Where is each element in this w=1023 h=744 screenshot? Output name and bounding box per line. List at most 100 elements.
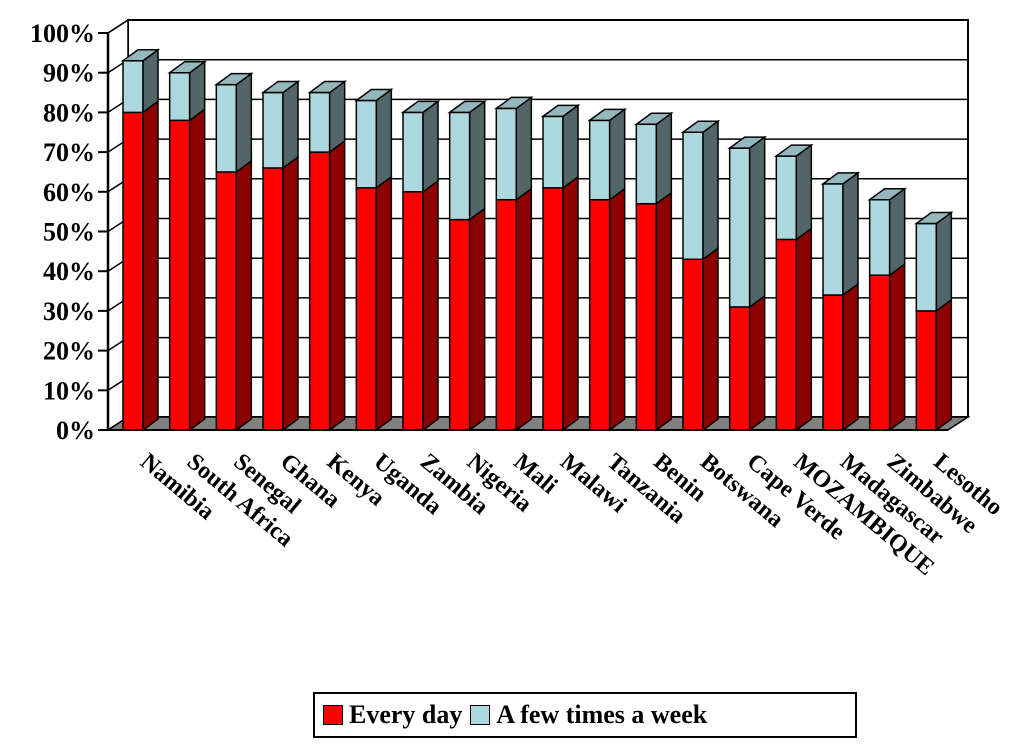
bar-kenya-a-few-times-a-week-front (308, 91, 331, 153)
y-tick-label: 20% (43, 337, 95, 366)
bar-south-africa-top (167, 60, 207, 74)
bar-malawi-every-day-side (562, 175, 579, 432)
bar-uganda-top (354, 88, 394, 102)
bar-malawi-top (540, 104, 581, 118)
bar-mali-every-day-front (495, 198, 518, 431)
bar-mozambique-a-few-times-a-week-front (775, 155, 798, 241)
bar-zimbabwe-every-day-side (888, 262, 906, 432)
bar-kenya-top (307, 80, 347, 94)
bar-uganda-a-few-times-a-week (355, 88, 393, 190)
y-tick-label: 10% (43, 376, 95, 405)
bar-botswana-every-day-front (682, 258, 704, 431)
bar-benin-a-few-times-a-week-front (635, 123, 658, 205)
bar-ghana-top (260, 80, 301, 94)
bar-zimbabwe-every-day-front (868, 274, 891, 431)
bar-nigeria-a-few-times-a-week (448, 99, 486, 222)
bar-madagascar-a-few-times-a-week-side (842, 171, 859, 297)
bar-mali-top (494, 96, 534, 110)
bar-madagascar-every-day (822, 282, 859, 432)
bar-uganda-a-few-times-a-week-front (355, 99, 378, 189)
bar-uganda-a-few-times-a-week-side (375, 88, 393, 190)
bar-botswana-a-few-times-a-week-side (702, 119, 719, 261)
bar-mali-every-day-side (515, 187, 533, 432)
y-tick-label: 60% (43, 178, 95, 207)
bar-senegal-every-day-side (235, 159, 253, 432)
gridline-side (107, 19, 129, 34)
bar-lesotho-every-day-front (915, 310, 938, 431)
bar-senegal-a-few-times-a-week (215, 72, 253, 174)
bar-mali-a-few-times-a-week-front (495, 107, 518, 201)
bar-ghana-a-few-times-a-week-front (262, 91, 284, 169)
bar-zambia-every-day-side (422, 179, 439, 432)
bar-tanzania-top (587, 108, 627, 122)
bar-nigeria-a-few-times-a-week-front (448, 111, 471, 221)
bar-ghana-every-day (262, 155, 299, 432)
bar-madagascar-every-day-front (822, 294, 844, 431)
bar-benin-every-day-side (655, 191, 673, 432)
bar-zimbabwe-a-few-times-a-week (868, 187, 906, 277)
y-tick-label: 90% (43, 59, 95, 88)
legend-label-few-times: A few times a week (496, 700, 708, 729)
bar-nigeria-every-day-side (468, 207, 486, 432)
bar-zambia-a-few-times-a-week-front (402, 111, 424, 193)
bar-nigeria-every-day (448, 207, 486, 432)
bar-benin-every-day-front (635, 202, 658, 431)
bar-south-africa-every-day-front (168, 119, 191, 431)
bar-zimbabwe-a-few-times-a-week-front (868, 198, 891, 276)
bar-malawi-a-few-times-a-week-side (562, 103, 579, 190)
bar-zambia-a-few-times-a-week (402, 99, 439, 194)
bar-botswana-every-day-side (702, 246, 719, 432)
legend-item-every-day: Every day (323, 700, 462, 730)
bar-south-africa-every-day (168, 107, 206, 432)
bar-tanzania-every-day-side (608, 187, 626, 432)
bar-cape-verde-every-day-side (748, 294, 766, 432)
bar-madagascar-top (820, 172, 861, 185)
bar-botswana-a-few-times-a-week (682, 119, 719, 261)
bar-ghana-every-day-front (262, 167, 284, 431)
bar-mozambique-a-few-times-a-week-side (795, 143, 813, 241)
bar-south-africa-a-few-times-a-week-front (168, 71, 191, 122)
bar-senegal-top (214, 72, 254, 86)
bar-malawi-every-day (542, 175, 579, 432)
bar-senegal-a-few-times-a-week-side (235, 72, 253, 174)
y-tick-label: 50% (43, 218, 95, 247)
bar-ghana-a-few-times-a-week-side (282, 80, 299, 170)
bar-cape-verde-every-day (728, 294, 766, 432)
bar-botswana-a-few-times-a-week-front (682, 131, 704, 261)
bar-lesotho-a-few-times-a-week-side (935, 211, 953, 313)
bar-madagascar-a-few-times-a-week-front (822, 183, 844, 296)
bar-zimbabwe-top (867, 187, 907, 201)
bar-mozambique-every-day (775, 226, 813, 432)
bar-nigeria-a-few-times-a-week-side (468, 99, 486, 222)
y-tick-label: 100% (30, 19, 95, 48)
y-tick-label: 0% (56, 416, 95, 445)
bar-namibia-every-day-side (142, 99, 159, 432)
bar-ghana-a-few-times-a-week (262, 80, 299, 170)
bar-tanzania-a-few-times-a-week-front (588, 119, 611, 201)
y-tick-label: 80% (43, 98, 95, 127)
bar-uganda-every-day (355, 175, 393, 432)
bar-uganda-every-day-front (355, 187, 378, 431)
bar-south-africa-a-few-times-a-week (168, 60, 206, 122)
bar-uganda-every-day-side (375, 175, 393, 432)
bar-lesotho-every-day-side (935, 298, 953, 432)
bar-lesotho-a-few-times-a-week-front (915, 222, 938, 312)
y-axis: 0% 10% 20% 30% 40% 50% 60% 70% 80% 90% 100% (30, 19, 110, 445)
bar-malawi-every-day-front (542, 187, 564, 431)
bar-botswana-every-day (682, 246, 719, 432)
bar-south-africa-every-day-side (188, 107, 206, 432)
bar-mozambique-a-few-times-a-week (775, 143, 813, 241)
bar-botswana-top (680, 120, 721, 133)
bar-lesotho-top (914, 211, 954, 225)
legend-swatch-few-times (470, 705, 491, 725)
bar-namibia-a-few-times-a-week (122, 48, 159, 114)
bar-benin-every-day (635, 191, 673, 432)
bar-cape-verde-a-few-times-a-week-side (748, 135, 766, 309)
bar-mozambique-every-day-front (775, 238, 798, 431)
bar-madagascar-every-day-side (842, 282, 859, 432)
bar-madagascar-a-few-times-a-week (822, 171, 859, 297)
bar-lesotho-a-few-times-a-week (915, 211, 953, 313)
y-tick-label: 30% (43, 297, 95, 326)
